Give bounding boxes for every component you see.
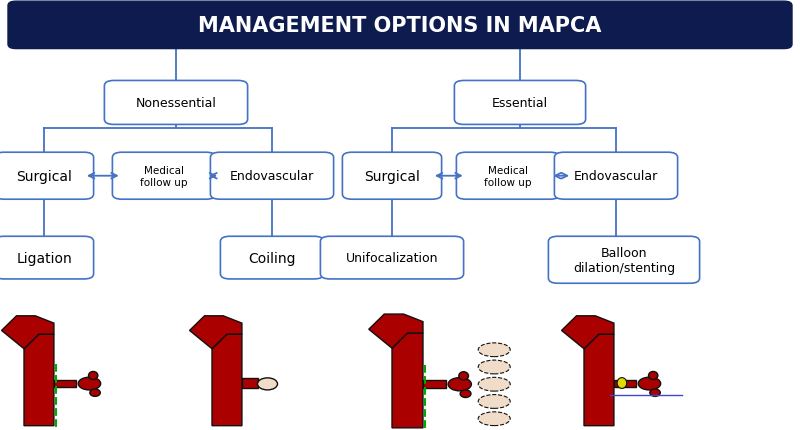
Text: Medical
follow up: Medical follow up [140,166,188,187]
Text: Balloon
dilation/stenting: Balloon dilation/stenting [573,246,675,274]
FancyBboxPatch shape [0,153,94,200]
Polygon shape [562,316,614,349]
Ellipse shape [258,378,278,390]
Ellipse shape [90,389,100,396]
FancyBboxPatch shape [8,2,792,49]
Polygon shape [24,335,54,426]
FancyBboxPatch shape [221,237,323,280]
FancyBboxPatch shape [454,81,586,125]
Polygon shape [190,316,242,349]
Text: Essential: Essential [492,97,548,110]
FancyBboxPatch shape [342,153,442,200]
Polygon shape [54,380,76,387]
Text: Medical
follow up: Medical follow up [484,166,532,187]
Ellipse shape [478,378,510,391]
Ellipse shape [650,389,660,396]
Text: Nonessential: Nonessential [135,97,217,110]
Polygon shape [242,378,258,388]
FancyBboxPatch shape [0,237,94,280]
Text: Surgical: Surgical [364,169,420,183]
Text: MANAGEMENT OPTIONS IN MAPCA: MANAGEMENT OPTIONS IN MAPCA [198,16,602,36]
Polygon shape [423,381,446,388]
Polygon shape [369,314,423,348]
Polygon shape [614,380,636,387]
Ellipse shape [460,390,471,398]
Polygon shape [2,316,54,349]
Ellipse shape [649,372,658,380]
FancyBboxPatch shape [210,153,334,200]
FancyBboxPatch shape [320,237,463,280]
Ellipse shape [617,378,626,389]
Text: Coiling: Coiling [248,251,296,265]
Text: Surgical: Surgical [16,169,72,183]
FancyBboxPatch shape [104,81,248,125]
Ellipse shape [478,343,510,357]
FancyBboxPatch shape [456,153,560,200]
Polygon shape [584,335,614,426]
Ellipse shape [478,412,510,426]
Text: Ligation: Ligation [16,251,72,265]
Text: Endovascular: Endovascular [574,170,658,183]
FancyBboxPatch shape [549,237,699,284]
Ellipse shape [478,395,510,408]
Ellipse shape [448,378,471,391]
FancyBboxPatch shape [554,153,678,200]
Ellipse shape [638,377,661,390]
Text: Unifocalization: Unifocalization [346,252,438,264]
Ellipse shape [89,372,98,380]
Polygon shape [392,333,423,428]
FancyBboxPatch shape [112,153,215,200]
Ellipse shape [78,377,101,390]
Text: Endovascular: Endovascular [230,170,314,183]
Ellipse shape [458,372,469,380]
Ellipse shape [478,360,510,374]
Polygon shape [212,335,242,426]
